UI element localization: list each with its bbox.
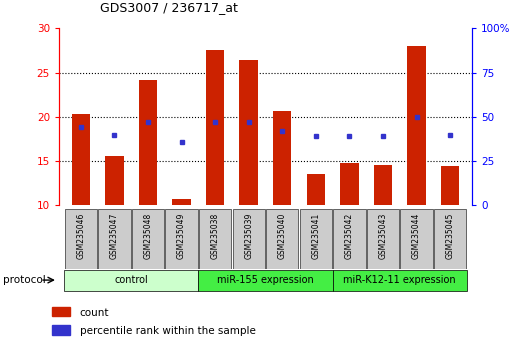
Bar: [139, 80, 157, 205]
Text: GSM235039: GSM235039: [244, 213, 253, 259]
FancyBboxPatch shape: [199, 270, 332, 291]
FancyBboxPatch shape: [367, 209, 399, 269]
Text: percentile rank within the sample: percentile rank within the sample: [80, 326, 255, 336]
Bar: [273, 111, 291, 205]
FancyBboxPatch shape: [401, 209, 432, 269]
Text: GSM235043: GSM235043: [379, 213, 387, 259]
FancyBboxPatch shape: [65, 209, 97, 269]
Text: GSM235044: GSM235044: [412, 213, 421, 259]
Bar: [407, 46, 426, 205]
Text: miR-155 expression: miR-155 expression: [217, 275, 314, 285]
Text: protocol: protocol: [3, 275, 46, 285]
Bar: [105, 156, 124, 205]
Text: GSM235048: GSM235048: [144, 213, 152, 259]
FancyBboxPatch shape: [132, 209, 164, 269]
Bar: [172, 199, 191, 205]
Text: GSM235046: GSM235046: [76, 213, 85, 259]
Bar: [206, 50, 224, 205]
Text: GDS3007 / 236717_at: GDS3007 / 236717_at: [100, 1, 238, 14]
Text: control: control: [114, 275, 148, 285]
Text: GSM235038: GSM235038: [211, 213, 220, 259]
Text: GSM235045: GSM235045: [446, 213, 455, 259]
Text: GSM235041: GSM235041: [311, 213, 320, 259]
Bar: [374, 165, 392, 205]
Text: count: count: [80, 308, 109, 318]
Bar: [72, 114, 90, 205]
FancyBboxPatch shape: [434, 209, 466, 269]
Text: GSM235042: GSM235042: [345, 213, 354, 259]
Bar: [307, 175, 325, 205]
Text: GSM235049: GSM235049: [177, 213, 186, 259]
FancyBboxPatch shape: [332, 270, 467, 291]
Bar: [52, 325, 70, 335]
Bar: [441, 166, 459, 205]
Text: GSM235040: GSM235040: [278, 213, 287, 259]
FancyBboxPatch shape: [333, 209, 366, 269]
FancyBboxPatch shape: [64, 270, 199, 291]
FancyBboxPatch shape: [266, 209, 299, 269]
Text: GSM235047: GSM235047: [110, 213, 119, 259]
FancyBboxPatch shape: [199, 209, 231, 269]
FancyBboxPatch shape: [98, 209, 130, 269]
Bar: [240, 60, 258, 205]
Bar: [340, 163, 359, 205]
FancyBboxPatch shape: [300, 209, 332, 269]
FancyBboxPatch shape: [165, 209, 198, 269]
Text: miR-K12-11 expression: miR-K12-11 expression: [344, 275, 456, 285]
Bar: [52, 307, 70, 316]
FancyBboxPatch shape: [232, 209, 265, 269]
